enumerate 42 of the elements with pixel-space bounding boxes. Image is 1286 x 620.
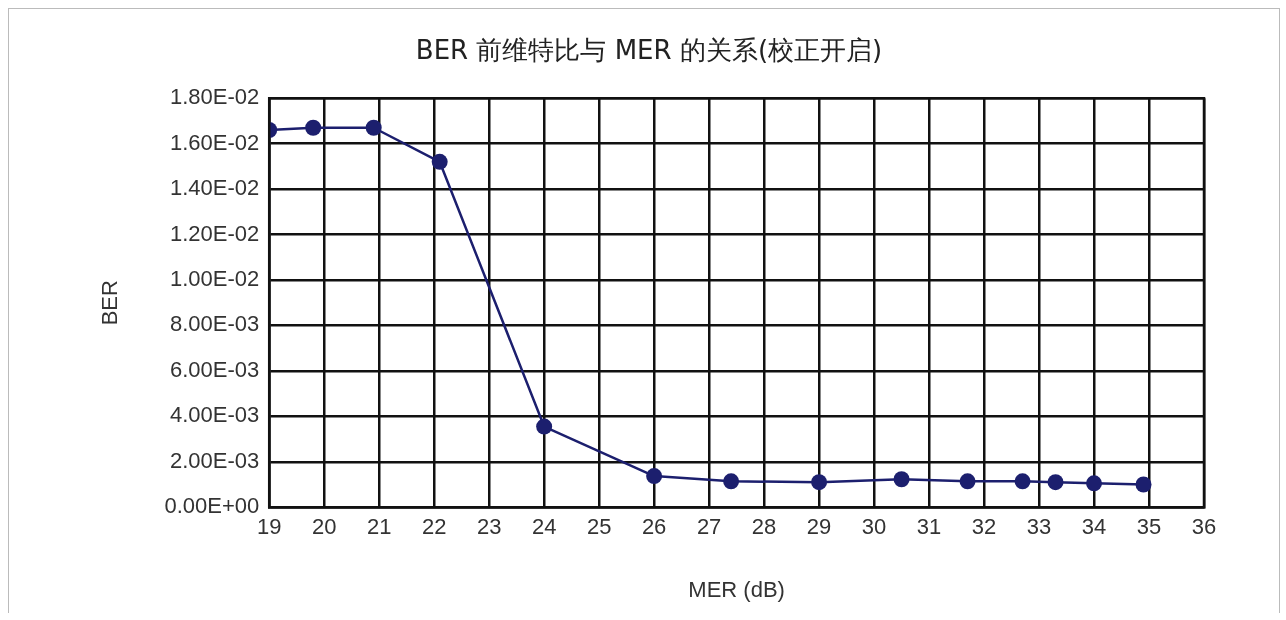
point: [959, 473, 976, 490]
y-tick-label: 6.00E-03: [169, 356, 260, 382]
x-tick-label: 29: [806, 514, 832, 540]
y-tick-label: 1.00E-02: [169, 266, 260, 292]
point: [893, 471, 910, 488]
x-tick-label: 22: [421, 514, 447, 540]
x-tick-label: 33: [1026, 514, 1052, 540]
x-tick-label: 32: [971, 514, 997, 540]
x-tick-label: 27: [696, 514, 722, 540]
x-tick-label: 25: [586, 514, 612, 540]
chart-title: BER 前维特比与 MER 的关系(校正开启): [415, 35, 883, 66]
point: [1047, 474, 1064, 491]
x-tick-label: 28: [751, 514, 777, 540]
point: [1086, 475, 1103, 492]
y-tick-label: 1.20E-02: [169, 220, 260, 246]
point: [431, 153, 448, 170]
point: [1135, 476, 1152, 493]
y-tick-label: 1.40E-02: [169, 175, 260, 201]
point: [365, 119, 382, 136]
x-tick-label: 35: [1136, 514, 1162, 540]
x-tick-label: 30: [861, 514, 887, 540]
x-tick-label: 21: [366, 514, 392, 540]
x-tick-label: 20: [311, 514, 337, 540]
point: [723, 473, 740, 490]
y-tick-label: 1.80E-02: [169, 84, 260, 110]
point: [1014, 473, 1031, 490]
y-tick-label: 1.60E-02: [169, 129, 260, 155]
x-tick-label: 31: [916, 514, 942, 540]
y-tick-label: 8.00E-03: [169, 311, 260, 337]
x-tick-label: 36: [1191, 514, 1217, 540]
x-tick-label: 34: [1081, 514, 1107, 540]
point: [305, 119, 322, 136]
point: [811, 474, 828, 491]
y-tick-label: 2.00E-03: [169, 447, 260, 473]
point: [646, 468, 663, 485]
y-axis-title: BER: [97, 280, 123, 326]
x-tick-label: 24: [531, 514, 557, 540]
point: [536, 418, 553, 435]
y-tick-label: 4.00E-03: [169, 402, 260, 428]
x-axis-title: MER (dB): [688, 576, 785, 602]
x-tick-label: 26: [641, 514, 667, 540]
x-tick-label: 23: [476, 514, 502, 540]
